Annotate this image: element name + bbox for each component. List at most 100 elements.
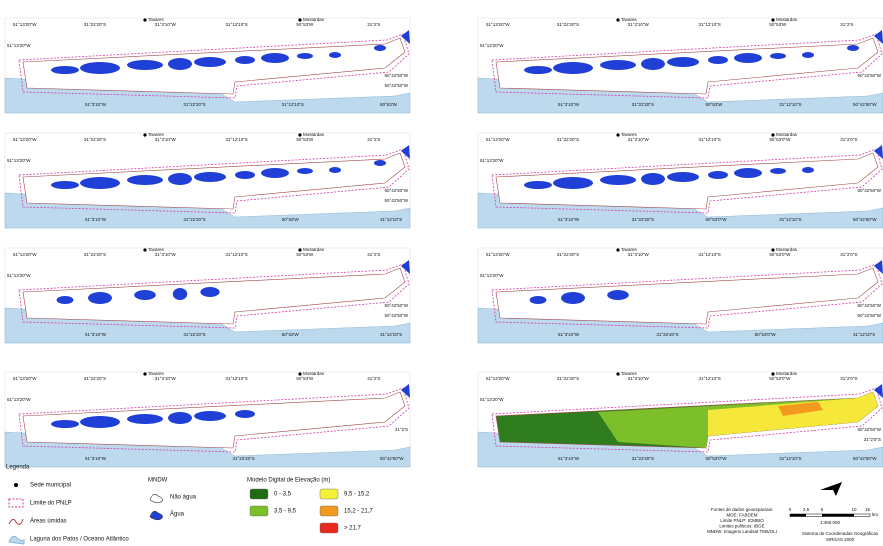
coord-label: 50°53'0"W	[769, 137, 791, 142]
water-patch	[600, 60, 636, 70]
dem-swatch	[320, 489, 338, 499]
dem-swatch	[250, 506, 268, 516]
source-line: Limite PNLP: ICMBIO	[720, 518, 764, 523]
coord-label: 31°2'0"S	[840, 376, 857, 381]
water-patch	[770, 168, 786, 174]
coord-label: 50°42'50"W	[853, 102, 877, 107]
legend-title: Modelo Digital de Elevação (m)	[247, 478, 330, 484]
coord-label: 31°12'10"S	[779, 217, 801, 222]
scale-tick: 10	[851, 507, 857, 512]
coord-label: 50°53'0"W	[769, 376, 791, 381]
water-patch	[168, 58, 192, 70]
water-patch	[235, 56, 255, 64]
coord-label: 51°13'20"W	[13, 252, 37, 257]
coord-label: 50°42'50"W	[384, 73, 408, 78]
coord-label: 31°2'S	[367, 376, 380, 381]
water-patch	[770, 53, 786, 59]
coord-label: 51°13'20"W	[7, 43, 31, 48]
coord-label: 31°12'10"S	[380, 217, 402, 222]
town-dot	[771, 133, 774, 136]
town-label: Tavares	[148, 132, 165, 137]
water-patch	[88, 292, 112, 304]
source-line: MNDW: Imagens Landsat TM5/OLI	[707, 529, 777, 534]
coord-label: 50°53'W	[296, 137, 314, 142]
water-patch	[374, 45, 386, 51]
coord-label: 51°13'20"W	[486, 376, 510, 381]
coord-label: 51°13'20"W	[7, 273, 31, 278]
dem-swatch	[320, 506, 338, 516]
water-patch	[297, 168, 313, 174]
coord-label: 51°13'20"W	[480, 273, 504, 278]
coord-label: 31°12'10"S	[699, 137, 721, 142]
coord-label: 51°3'10"W	[85, 102, 107, 107]
coord-label: 51°3'10"W	[85, 217, 107, 222]
town-label: Mostardas	[303, 132, 325, 137]
water-patch	[235, 410, 255, 418]
coord-label: 50°42'50"W	[380, 456, 404, 461]
water-patch	[261, 168, 289, 178]
map-panel: 51°13'20"W31°22'20"S31°3'10"W31°12'10"S5…	[478, 247, 883, 343]
coord-label: 31°3'10"W	[628, 22, 650, 27]
coord-label: 50°42'50"W	[384, 303, 408, 308]
coord-label: 50°53'0"W	[706, 456, 728, 461]
town-dot	[298, 372, 301, 375]
legend-item: Sede municipal	[30, 483, 71, 489]
coord-label: 31°22'20"S	[557, 376, 579, 381]
town-label: Mostardas	[776, 132, 798, 137]
coord-label: 31°22'20"S	[557, 252, 579, 257]
coord-label: 51°13'20"W	[13, 22, 37, 27]
coord-label: 51°3'10"W	[558, 102, 580, 107]
coord-label: 31°12'10"S	[699, 22, 721, 27]
scale-tick: 15	[865, 507, 871, 512]
coord-label: 50°53'W	[282, 332, 300, 337]
town-dot	[616, 133, 619, 136]
water-patch	[708, 56, 728, 64]
water-patch	[80, 177, 120, 189]
coord-label: 50°53'W	[706, 102, 724, 107]
coord-label: 31°12'10"S	[380, 332, 402, 337]
coord-label: 31°3'10"W	[628, 252, 650, 257]
coord-label: 31°3'10"W	[628, 376, 650, 381]
scale-bar	[822, 514, 854, 517]
water-patch	[553, 177, 593, 189]
sym	[9, 519, 23, 524]
coord-label: 31°12'10"S	[226, 252, 248, 257]
coord-label: 31°22'20"S	[183, 332, 205, 337]
coord-label: 31°3'10"W	[155, 252, 177, 257]
coord-label: 51°13'20"W	[480, 43, 504, 48]
water-patch	[734, 168, 762, 178]
coord-label: 50°53'W	[296, 22, 314, 27]
dem-swatch	[250, 489, 268, 499]
water-patch	[530, 296, 547, 304]
coord-label: 31°2'S	[367, 22, 380, 27]
town-label: Mostardas	[303, 247, 325, 252]
legend-item: Não água	[170, 495, 197, 501]
coord-label: 51°3'10"W	[85, 332, 107, 337]
town-label: Mostardas	[776, 17, 798, 22]
coord-label: 50°42'50"W	[853, 217, 877, 222]
legend-item: Limite do PNLP	[30, 501, 72, 507]
water-patch	[127, 175, 163, 185]
sym	[9, 499, 23, 507]
coord-label: 31°2'0"S	[864, 437, 881, 442]
town-dot	[298, 18, 301, 21]
coord-label: 51°13'20"W	[13, 137, 37, 142]
water-patch	[641, 173, 665, 185]
coord-label: 31°2'0"S	[840, 137, 857, 142]
town-dot	[143, 372, 146, 375]
town-dot	[771, 248, 774, 251]
town-label: Mostardas	[303, 17, 325, 22]
legend-title: MNDW	[148, 478, 168, 484]
water-patch	[607, 290, 629, 300]
water-patch	[708, 171, 728, 179]
coord-label: 31°12'10"S	[226, 22, 248, 27]
coord-label: 31°22'20"S	[632, 217, 654, 222]
town-label: Tavares	[148, 371, 165, 376]
sym	[150, 494, 163, 503]
town-dot	[143, 133, 146, 136]
dem-swatch	[320, 523, 338, 533]
legend-item: Áreas úmidas	[30, 518, 67, 525]
water-patch	[802, 167, 814, 173]
